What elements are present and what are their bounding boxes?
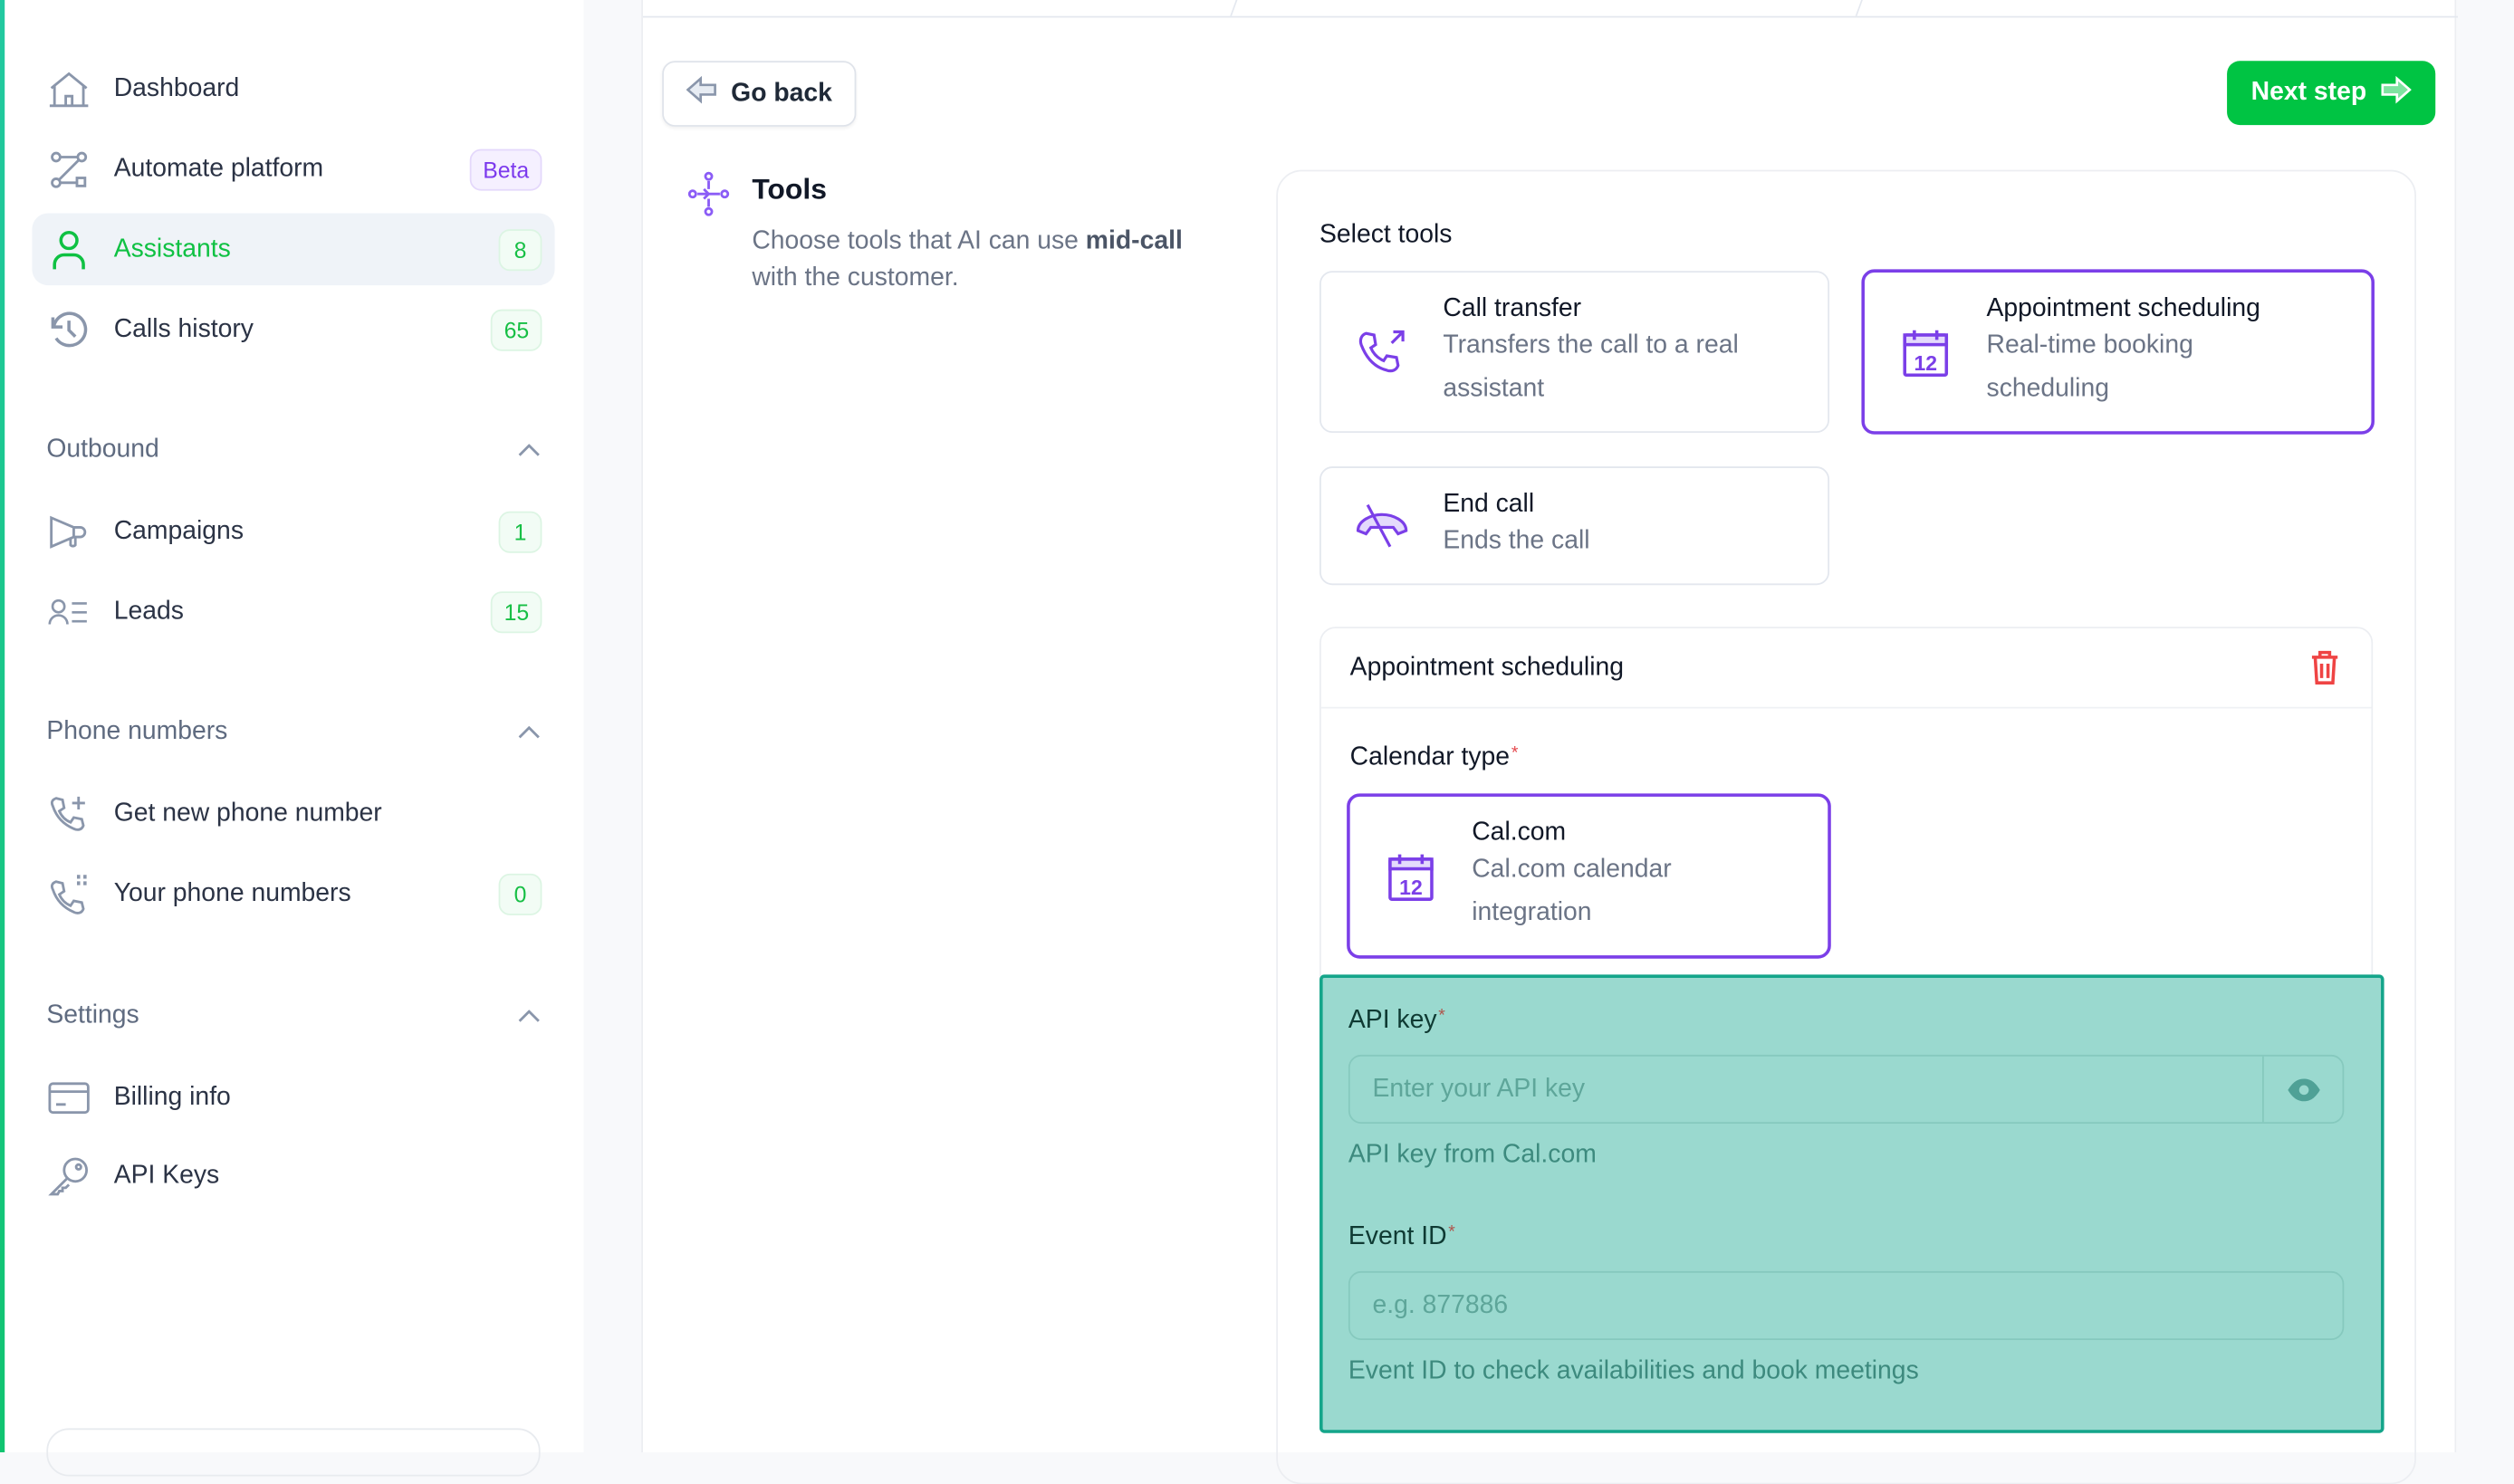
svg-text:12: 12 (1399, 875, 1423, 898)
megaphone-icon (48, 511, 90, 552)
section-description: Choose tools that AI can use mid-call wi… (752, 227, 1183, 292)
chevron-up-icon[interactable] (518, 718, 541, 747)
sidebar-item-assistants[interactable]: Assistants 8 (32, 213, 555, 286)
credentials-highlight: API key * Enter your API key API key from… (1319, 974, 2384, 1433)
accent-strip (0, 0, 5, 1452)
chevron-up-icon[interactable] (518, 436, 541, 465)
sidebar-item-label: Your phone numbers (113, 879, 351, 907)
event-id-label: Event ID * (1348, 1222, 1455, 1250)
sidebar-item-label: Dashboard (113, 74, 240, 102)
workflow-icon (48, 148, 90, 190)
go-back-button[interactable]: Go back (662, 61, 857, 127)
next-step-button[interactable]: Next step (2227, 61, 2436, 126)
api-key-help: API key from Cal.com (1348, 1141, 1597, 1169)
count-badge: 0 (498, 872, 542, 915)
beta-badge: Beta (470, 148, 542, 190)
sidebar-item-label: Automate platform (113, 154, 324, 182)
calendar-title: Cal.com (1472, 819, 1567, 847)
count-badge: 8 (498, 228, 542, 271)
credit-card-icon (48, 1077, 90, 1118)
calendar-description: Cal.com calendar integration (1472, 856, 1672, 927)
sidebar-item-get-new-phone-number[interactable]: Get new phone number (32, 778, 554, 850)
api-key-placeholder: Enter your API key (1372, 1075, 1586, 1103)
calendar-option-cal-com[interactable]: 12 Cal.com Cal.com calendar integration (1347, 793, 1831, 959)
section-title: Settings (46, 1001, 139, 1029)
svg-text:12: 12 (1914, 350, 1937, 374)
select-tools-label: Select tools (1319, 221, 1453, 249)
home-icon (48, 68, 90, 110)
calendar-icon: 12 (1865, 273, 1987, 431)
sidebar-item-label: Assistants (113, 235, 231, 263)
sidebar-item-label: Billing info (113, 1082, 231, 1111)
section-title: Tools (752, 173, 827, 206)
tool-description: Transfers the call to a real assistant (1443, 331, 1739, 403)
tool-title: End call (1443, 490, 1535, 518)
tool-title: Appointment scheduling (1986, 294, 2260, 322)
phone-grid-icon (48, 873, 90, 914)
main-panel: Go back Next step Tools Choose tools tha… (641, 0, 2459, 1484)
count-badge: 15 (491, 590, 542, 633)
end-call-icon (1321, 468, 1444, 583)
sidebar-item-leads[interactable]: Leads 15 (32, 576, 554, 648)
count-badge: 1 (498, 510, 542, 552)
event-id-input[interactable]: e.g. 877886 (1348, 1270, 2345, 1341)
sidebar: Dashboard Automate platform Beta Assista… (5, 0, 584, 1477)
tools-panel: Select tools Call transfer Transfers the … (1276, 169, 2416, 1484)
chevron-up-icon[interactable] (518, 1002, 541, 1031)
phone-plus-icon (48, 792, 90, 834)
sidebar-item-label: Leads (113, 597, 184, 625)
section-settings[interactable]: Settings (46, 1002, 540, 1031)
sidebar-item-campaigns[interactable]: Campaigns 1 (32, 495, 554, 568)
tool-end-call[interactable]: End call Ends the call (1319, 466, 1830, 586)
key-icon (48, 1155, 90, 1197)
api-key-label: API key * (1348, 1006, 1445, 1034)
arrow-right-icon (2379, 74, 2412, 111)
sidebar-item-billing-info[interactable]: Billing info (32, 1061, 554, 1134)
sidebar-item-your-phone-numbers[interactable]: Your phone numbers 0 (32, 857, 554, 930)
leads-icon (48, 590, 90, 632)
eye-icon[interactable] (2262, 1056, 2343, 1123)
user-icon (48, 228, 90, 270)
tools-icon (687, 171, 730, 224)
calendar-icon: 12 (1350, 797, 1473, 955)
history-icon (48, 309, 90, 350)
sidebar-item-dashboard[interactable]: Dashboard (32, 53, 554, 125)
calendar-type-label: Calendar type * (1349, 743, 1519, 771)
sidebar-item-label: Get new phone number (113, 799, 382, 827)
arrow-left-icon (686, 75, 718, 112)
sidebar-item-automate-platform[interactable]: Automate platform Beta (32, 133, 554, 206)
tool-description: Real-time booking scheduling (1986, 331, 2193, 403)
event-id-help: Event ID to check availabilities and boo… (1348, 1357, 1919, 1385)
sidebar-item-label: Calls history (113, 314, 254, 342)
button-label: Next step (2250, 78, 2367, 106)
phone-transfer-icon (1321, 273, 1444, 431)
sidebar-item-label: API Keys (113, 1161, 220, 1189)
trash-icon[interactable] (2310, 650, 2339, 694)
count-badge: 65 (491, 308, 542, 350)
appointment-settings-card: Appointment scheduling Calendar type * 12… (1319, 627, 2374, 1429)
tool-appointment-scheduling[interactable]: 12 Appointment scheduling Real-time booki… (1861, 269, 2375, 435)
section-outbound[interactable]: Outbound (46, 436, 540, 465)
appointment-title: Appointment scheduling (1349, 654, 1625, 682)
button-label: Go back (731, 79, 832, 107)
section-title: Outbound (46, 436, 159, 464)
section-title: Phone numbers (46, 718, 228, 746)
sidebar-item-calls-history[interactable]: Calls history 65 (32, 293, 554, 366)
tool-title: Call transfer (1443, 294, 1582, 322)
section-phone-numbers[interactable]: Phone numbers (46, 718, 540, 747)
sidebar-item-label: Campaigns (113, 516, 244, 545)
tool-call-transfer[interactable]: Call transfer Transfers the call to a rea… (1319, 271, 1830, 434)
tool-description: Ends the call (1443, 527, 1590, 555)
api-key-input[interactable]: Enter your API key (1348, 1054, 2345, 1125)
event-id-placeholder: e.g. 877886 (1372, 1291, 1509, 1319)
sidebar-item-api-keys[interactable]: API Keys (32, 1140, 554, 1212)
step-tabs (642, 0, 2459, 18)
